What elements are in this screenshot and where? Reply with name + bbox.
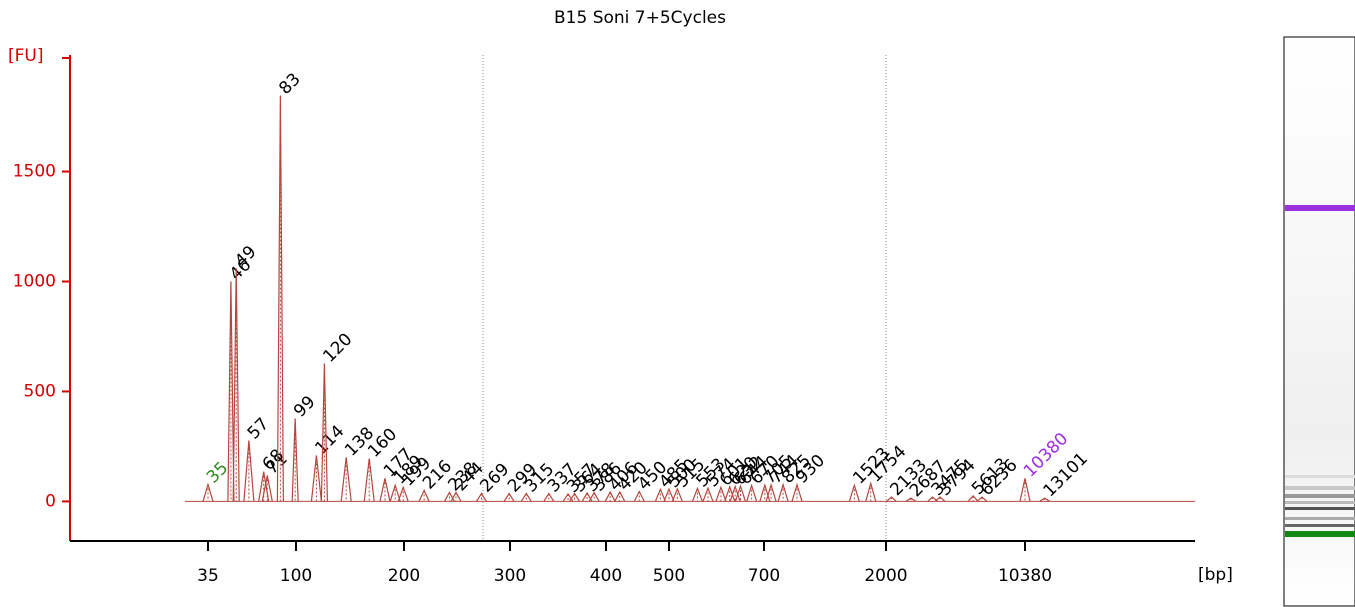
peak [746,483,758,502]
peak [614,490,626,502]
y-tick-label: 1500 [13,162,56,182]
peak [232,268,240,502]
x-axis-label: [bp] [1198,565,1233,585]
peak-label: 120 [319,330,356,367]
band [1285,501,1355,504]
chart-title: B15 Soni 7+5Cycles [554,8,726,28]
peak [777,482,789,502]
peak [569,492,581,502]
peak [261,475,273,502]
peak [765,482,777,502]
x-tick-label: 400 [590,566,622,586]
peak [389,483,401,502]
y-tick-label: 500 [24,381,56,401]
peak [202,482,214,502]
peak [475,492,487,502]
peak [1039,497,1050,502]
peak [291,418,299,502]
peak-label: 83 [275,69,304,98]
peak [886,496,897,502]
band [1285,475,1355,478]
peak-label: 57 [244,414,273,443]
x-tick-label: 35 [197,566,219,586]
peak [310,455,323,502]
peak [503,492,515,502]
peak [276,95,284,502]
lane-frame [1283,36,1355,607]
x-tick-label: 2000 [864,566,907,586]
peak [791,482,803,502]
peak [691,486,704,502]
peak [340,457,352,502]
peak [724,485,736,502]
peak [588,491,600,502]
peak [934,496,946,502]
peak [397,485,409,502]
band [1285,531,1355,537]
peak [734,484,747,502]
peak [243,440,255,502]
peak [967,495,979,502]
y-axis-label: [FU] [8,46,44,66]
peak-label: 114 [311,421,348,458]
gel-lane [1283,36,1355,607]
peak [702,486,714,502]
peak [604,490,616,502]
peak [227,281,235,502]
peak-label: 99 [290,392,319,421]
peak [450,491,462,502]
peak [865,481,877,502]
peak [633,490,645,502]
peak [379,478,391,502]
peak [663,487,675,502]
peak [363,458,375,502]
peak [543,492,555,502]
peak [654,487,666,502]
x-tick-label: 700 [748,566,780,586]
band [1285,486,1355,490]
x-tick-label: 100 [280,566,312,586]
peak [729,484,741,502]
y-tick-label: 1000 [13,272,56,292]
peak [848,483,860,502]
peak [320,363,329,502]
peak [418,488,430,502]
x-tick-label: 500 [653,566,685,586]
band [1285,205,1355,211]
band [1285,507,1355,510]
band [1285,524,1355,527]
y-tick-label: 0 [45,491,56,511]
peak [1019,478,1031,502]
x-tick-label: 200 [388,566,420,586]
peak [520,492,532,502]
x-tick-label: 300 [494,566,526,586]
peak [976,496,988,502]
peak [715,485,727,502]
band [1285,494,1355,498]
peak [671,487,683,502]
x-tick-label: 10380 [998,566,1052,586]
band [1285,517,1355,520]
peak [905,497,917,502]
